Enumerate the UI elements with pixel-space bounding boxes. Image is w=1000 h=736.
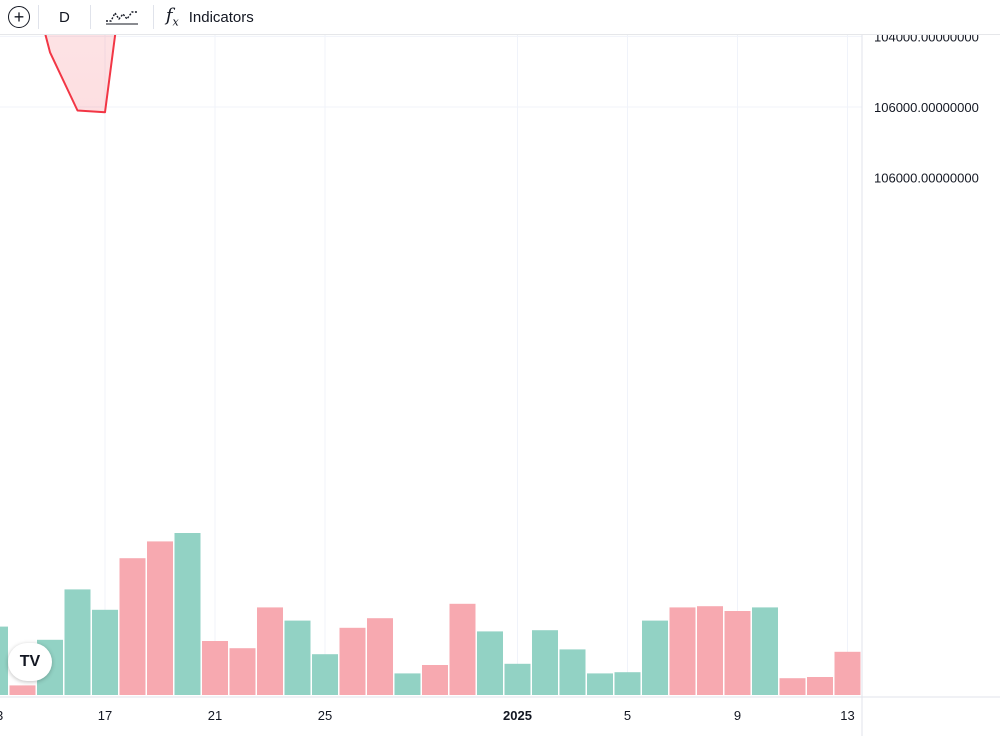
chart-toolbar: + D fx Indicators xyxy=(0,0,1000,35)
x-tick-label: 9 xyxy=(734,708,741,723)
logo-text: TV xyxy=(19,653,41,670)
fx-icon: fx xyxy=(165,5,179,29)
indicators-button[interactable]: fx Indicators xyxy=(154,0,266,34)
price-line-below xyxy=(35,0,121,114)
x-tick-label: 21 xyxy=(208,708,222,723)
volume-bar xyxy=(339,627,366,695)
add-symbol-button[interactable]: + xyxy=(0,0,38,34)
x-tick-label: 13 xyxy=(840,708,854,723)
volume-bar xyxy=(9,685,36,695)
volume-bar xyxy=(257,607,283,695)
chart-type-button[interactable] xyxy=(91,0,153,34)
volume-bar xyxy=(504,663,531,695)
volume-bar xyxy=(614,672,641,695)
volume-bar xyxy=(807,677,833,695)
volume-bar xyxy=(284,620,311,695)
volume-bar xyxy=(394,673,421,695)
volume-bar xyxy=(449,603,476,695)
area-fill-above-baseline xyxy=(0,35,848,112)
toolbar-divider xyxy=(152,5,154,29)
plus-circle-icon: + xyxy=(8,6,30,28)
y-tick-label: 106000.00000000 xyxy=(874,171,979,186)
x-tick-label: 2025 xyxy=(503,708,532,723)
x-tick-label: 5 xyxy=(624,708,631,723)
volume-bar xyxy=(147,541,173,695)
area-fill-below-baseline xyxy=(36,0,120,113)
volume-bar xyxy=(532,630,558,695)
volume-bar xyxy=(724,611,751,695)
x-tick-label: 25 xyxy=(318,708,332,723)
volume-bar xyxy=(752,607,778,695)
indicators-label: Indicators xyxy=(188,8,254,26)
y-tick-label: 104000.00000000 xyxy=(874,35,979,44)
tradingview-logo[interactable]: TV xyxy=(8,643,52,681)
volume-bar xyxy=(477,631,503,695)
volume-bar xyxy=(697,606,723,695)
volume-bar xyxy=(367,618,393,695)
volume-bar xyxy=(312,654,338,695)
volume-bar xyxy=(202,641,228,695)
price-line-above xyxy=(0,35,848,112)
volume-bar xyxy=(642,620,668,695)
chart-style-icon xyxy=(105,11,138,25)
volume-bar xyxy=(92,609,118,695)
x-tick-label-partial: 3 xyxy=(0,708,3,723)
volume-bar xyxy=(174,533,201,695)
volume-bar xyxy=(779,678,806,695)
volume-bar xyxy=(229,648,256,695)
volume-bar xyxy=(834,651,861,695)
volume-bar xyxy=(422,665,448,695)
volume-bar xyxy=(587,673,613,695)
volume-bar xyxy=(559,649,586,695)
toolbar-divider xyxy=(38,5,39,29)
volume-bar xyxy=(669,607,696,695)
interval-label: D xyxy=(59,8,70,26)
volume-bar xyxy=(64,589,91,695)
volume-bar xyxy=(119,558,146,695)
x-tick-label: 17 xyxy=(98,708,112,723)
y-tick-label: 106000.00000000 xyxy=(874,100,979,115)
interval-button[interactable]: D xyxy=(39,0,90,34)
volume-bar xyxy=(0,626,8,695)
toolbar-divider xyxy=(89,5,91,29)
